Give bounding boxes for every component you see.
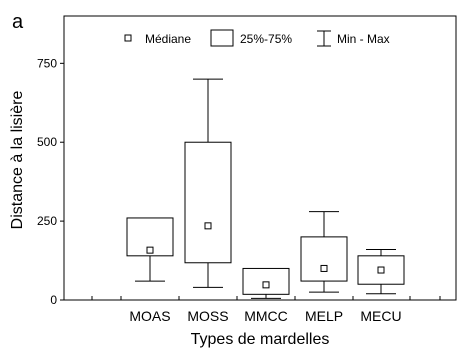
x-tick-label: MOAS [129,308,170,324]
median-marker [262,281,270,289]
legend-box-label: 25%-75% [240,32,292,46]
median-marker [377,266,385,274]
median-marker [320,264,328,272]
x-tick-label: MOSS [187,308,228,324]
y-tick-label: 250 [37,214,57,228]
iqr-box [184,141,232,264]
y-axis: 0 250 500 750 [37,56,64,307]
x-tick-label: MMCC [244,308,288,324]
box-moas [126,217,174,282]
y-axis-title: Distance à la lisière [9,91,26,230]
legend-median-label: Médiane [145,32,191,46]
legend-whisker-marker [317,30,331,47]
median-marker [146,246,154,254]
iqr-box [300,236,348,282]
y-tick-label: 500 [37,135,57,149]
y-tick-label: 0 [50,293,57,307]
x-tick-label: MELP [305,308,343,324]
legend: Médiane 25%-75% Min - Max [124,29,390,47]
box-series [126,78,405,299]
x-tick-label: MECU [360,308,401,324]
median-marker [204,222,212,230]
y-tick-label: 750 [37,56,57,70]
box-mmcc [242,267,290,299]
box-melp [300,211,348,293]
plot-frame [63,15,457,301]
box-moss [184,78,232,288]
panel-letter: a [12,11,24,33]
x-axis: MOAS MOSS MMCC MELP MECU [91,296,441,324]
legend-median-marker [124,34,132,42]
box-mecu [357,249,405,295]
legend-whisker-label: Min - Max [337,32,390,46]
legend-box-marker [210,29,234,47]
x-axis-title: Types de mardelles [191,331,330,348]
